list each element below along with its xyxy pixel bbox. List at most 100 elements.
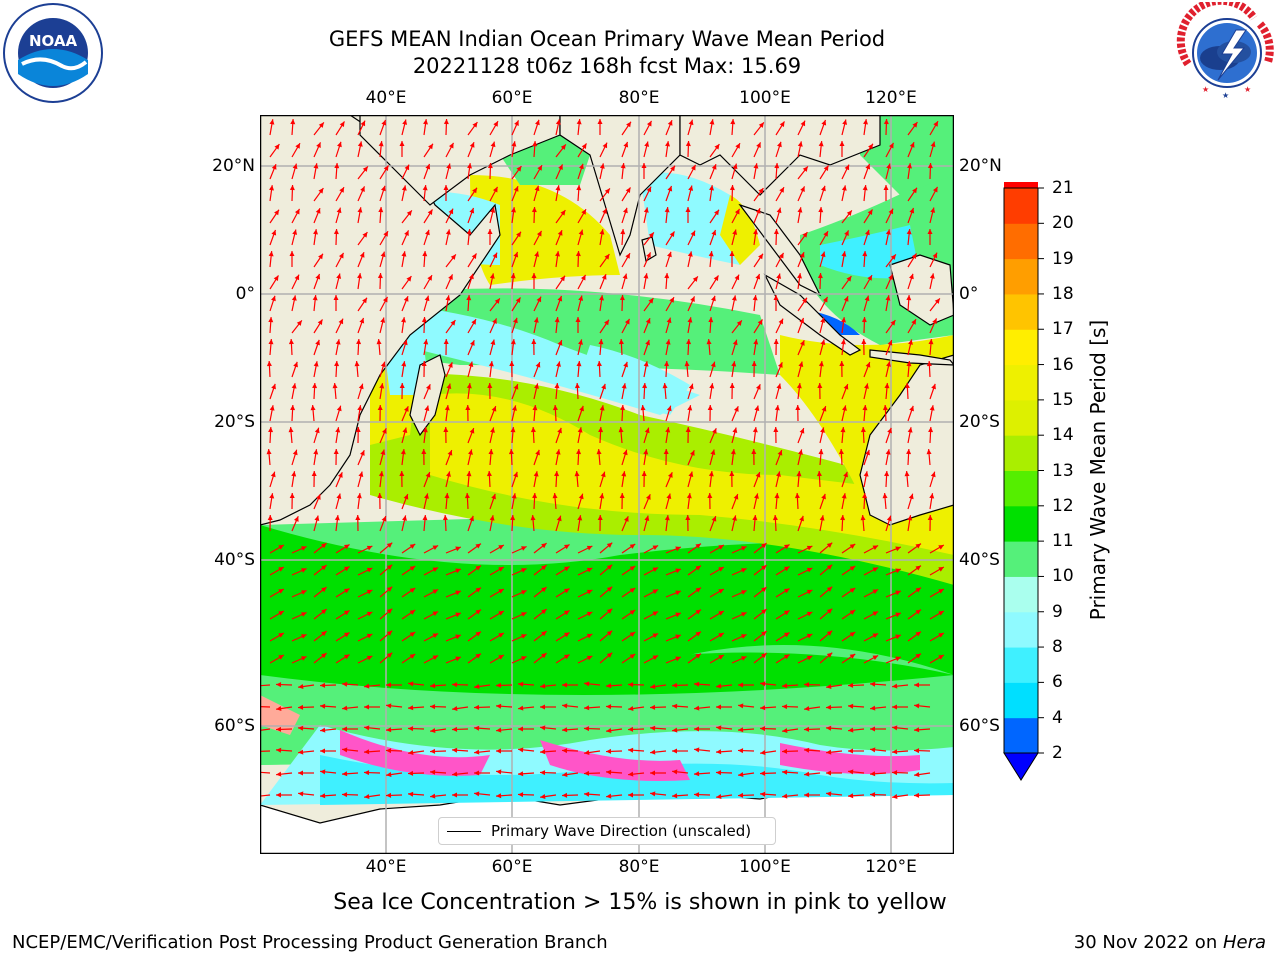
wave-arrow-head [298,725,304,731]
wave-arrow-head [425,229,430,236]
wave-arrow-head [927,515,933,521]
lon-label-top-80e: 80°E [618,88,660,108]
wave-arrow-head [760,681,766,687]
sea-ice-note: Sea Ice Concentration > 15% is shown in … [333,890,947,915]
wave-arrow-head [734,274,740,281]
wave-arrow-head [321,631,327,637]
wave-arrow-head [320,703,326,709]
wave-arrow-head [718,567,724,572]
wave-arrow-head [490,339,496,346]
wave-arrow-head [867,209,873,215]
wave-arrow-head [530,515,536,521]
wave-arrow-head [652,611,659,617]
lat-label-left-60s: 60°S [214,716,255,736]
wave-arrow-head [552,405,558,411]
wave-arrow-head [558,164,563,170]
wave-arrow-head [666,405,672,412]
colorbar-tick-label: 14 [1052,425,1074,446]
wave-arrow-head [843,471,848,478]
wave-arrow-head [915,587,921,593]
wave-arrow-head [509,361,515,367]
wave-arrow-head [424,405,430,412]
lat-label-right-20s: 20°S [959,412,1000,432]
wave-arrow-head [796,471,802,477]
wave-arrow-head [914,772,920,778]
wave-arrow-head [708,251,714,257]
wave-arrow-head [443,339,449,345]
wave-arrow-head [761,609,767,615]
wave-arrow-head [738,772,744,778]
wave-arrow-head [761,653,767,659]
wave-arrow-head [402,427,408,434]
wave-arrow-head [672,793,678,799]
wave-arrow-head [475,543,481,549]
wave-arrow-head [650,749,656,755]
wave-arrow-head [296,320,302,326]
wave-arrow-head [408,705,414,711]
wave-arrow-head [342,681,348,687]
wave-arrow-head [409,588,416,593]
wave-arrow-head [694,681,700,687]
wave-arrow-head [707,493,713,499]
wave-arrow-head [695,653,701,659]
wave-arrow-head [380,449,386,456]
wave-arrow-head [293,361,298,368]
wave-arrow-head [490,207,496,213]
wave-arrow-head [886,361,891,367]
wave-arrow-head [455,590,461,596]
wave-arrow-head [826,564,833,570]
wave-arrow-head [510,339,516,345]
wave-arrow-head [915,653,921,659]
wave-arrow-head [938,633,944,638]
wave-arrow-head [772,515,778,521]
wave-arrow-head [732,427,738,434]
wave-arrow-head [848,769,854,775]
wave-arrow-head [602,208,607,214]
wave-arrow-head [443,427,449,433]
wave-arrow-head [510,273,516,279]
wave-arrow-head [268,427,274,433]
wave-arrow-head [474,770,479,776]
wave-arrow-head [604,188,610,194]
wave-arrow-head [685,515,691,521]
wave-arrow-head [895,634,901,640]
wave-arrow-head [377,493,383,499]
wave-arrow-head [694,726,699,732]
wave-arrow-head [467,163,473,169]
wave-arrow-head [383,165,389,171]
wave-arrow-head [362,297,367,304]
wave-arrow-head [908,339,913,345]
wave-arrow-head [560,275,565,282]
colorbar-segment [1004,188,1038,224]
wave-arrow-head [643,207,649,213]
wave-arrow-head [465,405,471,411]
wave-arrow-head [601,383,606,390]
wave-arrow-head [606,748,612,754]
wave-arrow-head [732,339,738,346]
wave-arrow-head [650,684,656,690]
wave-arrow-head [575,317,581,322]
wave-arrow-head [469,142,475,148]
colorbar-tick-label: 4 [1052,707,1063,728]
wave-arrow-head [716,683,722,689]
wave-arrow-head [621,471,627,477]
wave-arrow-head [513,251,519,258]
wave-arrow-head [623,141,629,148]
wave-arrow-head [599,163,605,169]
wave-arrow-head [422,427,428,433]
wave-arrow-head [620,163,626,169]
wave-arrow-head [555,449,561,455]
wave-arrow-head [797,273,803,279]
wave-arrow-head [516,231,521,238]
wave-arrow-head [606,564,613,570]
wave-arrow [260,750,271,752]
wave-arrow-head [292,163,298,170]
wave-arrow-head [906,449,912,455]
wave-arrow-head [496,748,501,754]
wave-arrow-head [819,515,825,521]
wave-arrow-head [730,449,736,455]
nws-logo: ★ ★ ★ [1176,2,1276,102]
wave-arrow-head [773,427,779,433]
wave-arrow-head [662,383,668,389]
wave-arrow-head [849,544,856,549]
